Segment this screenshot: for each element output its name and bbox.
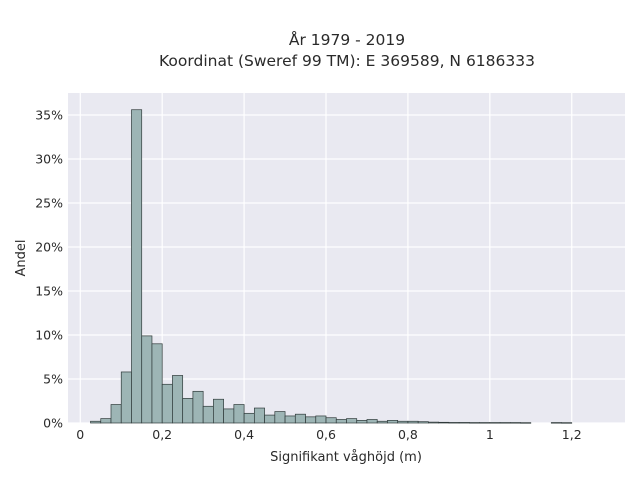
x-tick-label: 0,8 xyxy=(398,427,418,442)
x-tick-label: 0,4 xyxy=(234,427,254,442)
bars xyxy=(90,109,573,424)
y-tick-labels: 0% 5% 10% 15% 20% 25% 30% 35% xyxy=(35,108,63,431)
histogram-bar xyxy=(202,405,214,424)
histogram-bar xyxy=(499,422,511,424)
histogram-bar xyxy=(294,413,306,424)
histogram-bar xyxy=(182,398,194,424)
histogram-bar xyxy=(264,414,276,424)
histogram-bar xyxy=(417,421,429,424)
histogram-bar xyxy=(315,415,327,424)
x-tick-labels: 0 0,2 0,4 0,6 0,8 1 1,2 xyxy=(76,427,581,442)
histogram-bar xyxy=(151,343,163,424)
x-tick-label: 0,2 xyxy=(152,427,172,442)
x-tick-label: 1,2 xyxy=(562,427,582,442)
chart-title-line2: Koordinat (Sweref 99 TM): E 369589, N 61… xyxy=(159,52,535,70)
histogram-bar xyxy=(346,418,358,424)
chart-title-line1: År 1979 - 2019 xyxy=(289,30,405,49)
histogram-bar xyxy=(489,422,501,424)
y-tick-label: 0% xyxy=(43,416,63,431)
histogram-bar xyxy=(253,407,265,424)
histogram-bar xyxy=(561,422,573,424)
histogram-bar xyxy=(141,335,153,424)
y-tick-label: 30% xyxy=(35,152,63,167)
y-tick-label: 20% xyxy=(35,240,63,255)
histogram-bar xyxy=(428,421,440,424)
histogram-bar xyxy=(233,404,245,424)
histogram-bar xyxy=(223,408,235,424)
histogram-bar xyxy=(131,109,143,424)
y-tick-label: 25% xyxy=(35,196,63,211)
histogram-bar xyxy=(438,421,450,424)
histogram-bar xyxy=(397,420,409,424)
histogram-bar xyxy=(458,422,470,424)
histogram-bar xyxy=(325,417,337,424)
histogram-bar xyxy=(305,416,317,424)
histogram-bar xyxy=(192,390,204,424)
histogram-bar xyxy=(120,371,132,424)
histogram-bar xyxy=(161,383,173,424)
x-axis-label: Signifikant våghöjd (m) xyxy=(270,450,422,465)
y-tick-label: 10% xyxy=(35,328,63,343)
x-tick-label: 0,6 xyxy=(316,427,336,442)
histogram-bar xyxy=(213,398,224,424)
histogram-bar xyxy=(335,419,347,424)
histogram-bar xyxy=(366,419,378,424)
x-tick-label: 1 xyxy=(486,427,494,442)
histogram-bar xyxy=(407,420,419,424)
histogram-bar xyxy=(520,422,532,424)
histogram-bar xyxy=(376,420,388,424)
histogram-bar xyxy=(550,422,562,424)
histogram-bar xyxy=(356,420,368,424)
histogram-bar xyxy=(469,422,480,424)
histogram-bar xyxy=(90,420,102,424)
histogram-bar xyxy=(448,422,460,424)
y-tick-label: 15% xyxy=(35,284,63,299)
y-tick-label: 35% xyxy=(35,108,63,123)
histogram-bar xyxy=(387,420,399,424)
histogram-bar xyxy=(479,422,491,424)
histogram-bar xyxy=(110,404,122,424)
y-axis-label: Andel xyxy=(14,240,29,277)
y-tick-label: 5% xyxy=(43,372,63,387)
histogram-bar xyxy=(243,412,255,424)
histogram-bar xyxy=(274,411,286,424)
histogram-bar xyxy=(172,375,184,424)
histogram-bar xyxy=(509,422,521,424)
histogram-bar xyxy=(100,418,112,424)
x-tick-label: 0 xyxy=(76,427,84,442)
histogram-bar xyxy=(284,415,296,424)
